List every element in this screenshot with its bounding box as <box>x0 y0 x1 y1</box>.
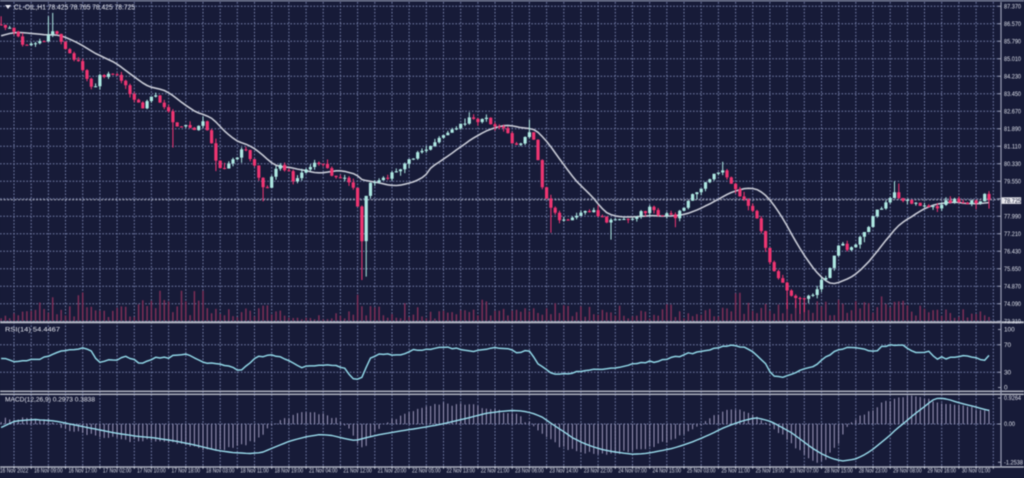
svg-text:22 Nov 13:00: 22 Nov 13:00 <box>446 467 475 474</box>
svg-text:75.650: 75.650 <box>1004 266 1021 273</box>
svg-text:0: 0 <box>1004 385 1008 392</box>
svg-text:30: 30 <box>1004 370 1012 377</box>
svg-text:81.110: 81.110 <box>1004 143 1021 150</box>
svg-text:84.230: 84.230 <box>1004 73 1021 80</box>
svg-text:77.210: 77.210 <box>1004 231 1021 238</box>
svg-text:0.9264: 0.9264 <box>1004 395 1021 402</box>
svg-text:28 Nov 07:00: 28 Nov 07:00 <box>790 467 819 474</box>
svg-text:21 Nov 04:00: 21 Nov 04:00 <box>309 467 338 474</box>
svg-text:70: 70 <box>1004 342 1012 349</box>
svg-text:16 Nov 09:00: 16 Nov 09:00 <box>34 467 63 474</box>
svg-text:0.00: 0.00 <box>1004 421 1015 428</box>
svg-text:MACD(12,26,9) 0.2973 0.3838: MACD(12,26,9) 0.2973 0.3838 <box>5 397 95 404</box>
svg-text:25 Nov 19:00: 25 Nov 19:00 <box>756 467 785 474</box>
svg-text:CL-OIL,H1 78.425 78.765 78.42: CL-OIL,H1 78.425 78.765 78.425 78.725 <box>14 3 135 12</box>
svg-text:16 Nov 17:00: 16 Nov 17:00 <box>68 467 97 474</box>
svg-text:24 Nov 15:00: 24 Nov 15:00 <box>653 467 682 474</box>
svg-text:24 Nov 07:00: 24 Nov 07:00 <box>618 467 647 474</box>
svg-text:18 Nov 19:00: 18 Nov 19:00 <box>275 467 304 474</box>
svg-text:RSI(14) 54.4467: RSI(14) 54.4467 <box>5 327 60 334</box>
svg-text:73.310: 73.310 <box>1004 318 1021 325</box>
svg-text:25 Nov 03:00: 25 Nov 03:00 <box>687 467 716 474</box>
svg-text:74.870: 74.870 <box>1004 283 1021 290</box>
svg-text:21 Nov 20:00: 21 Nov 20:00 <box>378 467 407 474</box>
svg-text:79.550: 79.550 <box>1004 178 1021 185</box>
svg-text:74.090: 74.090 <box>1004 301 1021 308</box>
svg-text:29 Nov 16:00: 29 Nov 16:00 <box>927 467 956 474</box>
svg-text:87.370: 87.370 <box>1004 3 1021 10</box>
svg-text:23 Nov 06:00: 23 Nov 06:00 <box>515 467 544 474</box>
svg-text:76.430: 76.430 <box>1004 248 1021 255</box>
svg-text:25 Nov 11:00: 25 Nov 11:00 <box>721 467 750 474</box>
svg-text:77.990: 77.990 <box>1004 213 1021 220</box>
svg-text:17 Nov 10:00: 17 Nov 10:00 <box>137 467 166 474</box>
svg-text:85.790: 85.790 <box>1004 38 1021 45</box>
svg-text:23 Nov 22:00: 23 Nov 22:00 <box>584 467 613 474</box>
svg-text:17 Nov 18:00: 17 Nov 18:00 <box>172 467 201 474</box>
svg-text:29 Nov 08:00: 29 Nov 08:00 <box>893 467 922 474</box>
svg-text:18 Nov 03:00: 18 Nov 03:00 <box>206 467 235 474</box>
svg-text:28 Nov 23:00: 28 Nov 23:00 <box>859 467 888 474</box>
svg-text:30 Nov 01:00: 30 Nov 01:00 <box>962 467 991 474</box>
svg-text:100: 100 <box>1004 327 1015 334</box>
svg-text:83.450: 83.450 <box>1004 91 1021 98</box>
svg-text:82.670: 82.670 <box>1004 108 1021 115</box>
svg-text:22 Nov 05:00: 22 Nov 05:00 <box>412 467 441 474</box>
svg-text:-1.2538: -1.2538 <box>1004 460 1023 467</box>
svg-text:16 Nov 2022: 16 Nov 2022 <box>0 467 29 474</box>
svg-text:18 Nov 11:00: 18 Nov 11:00 <box>240 467 269 474</box>
svg-text:22 Nov 21:00: 22 Nov 21:00 <box>481 467 510 474</box>
svg-text:78.725: 78.725 <box>1004 198 1021 205</box>
svg-text:81.890: 81.890 <box>1004 126 1021 133</box>
svg-text:23 Nov 14:00: 23 Nov 14:00 <box>550 467 579 474</box>
svg-text:85.010: 85.010 <box>1004 56 1021 63</box>
svg-text:28 Nov 15:00: 28 Nov 15:00 <box>824 467 853 474</box>
svg-text:86.570: 86.570 <box>1004 21 1021 28</box>
svg-text:21 Nov 12:00: 21 Nov 12:00 <box>343 467 372 474</box>
svg-text:80.330: 80.330 <box>1004 161 1021 168</box>
svg-text:17 Nov 02:00: 17 Nov 02:00 <box>103 467 132 474</box>
